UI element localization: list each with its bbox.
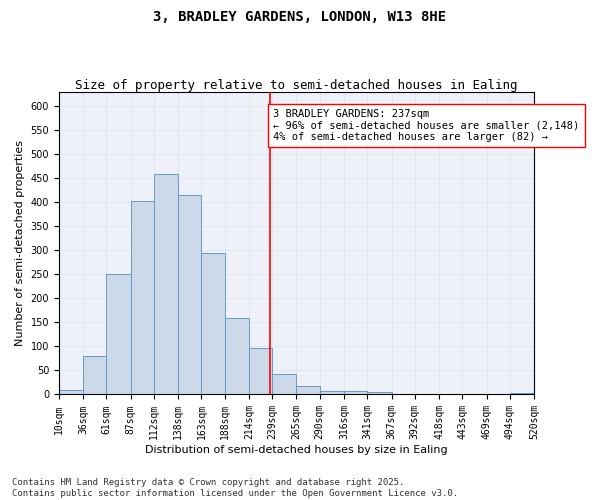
Text: 3, BRADLEY GARDENS, LONDON, W13 8HE: 3, BRADLEY GARDENS, LONDON, W13 8HE — [154, 10, 446, 24]
Bar — [154, 174, 178, 394]
Y-axis label: Number of semi-detached properties: Number of semi-detached properties — [15, 140, 25, 346]
Bar — [249, 348, 272, 395]
Bar — [83, 356, 106, 395]
Bar — [202, 253, 225, 394]
Bar — [178, 195, 202, 394]
Bar — [272, 374, 296, 394]
Bar — [296, 386, 320, 394]
Text: Contains HM Land Registry data © Crown copyright and database right 2025.
Contai: Contains HM Land Registry data © Crown c… — [12, 478, 458, 498]
X-axis label: Distribution of semi-detached houses by size in Ealing: Distribution of semi-detached houses by … — [145, 445, 448, 455]
Bar — [106, 274, 131, 394]
Bar — [344, 391, 367, 394]
Bar — [131, 201, 154, 394]
Bar — [320, 391, 344, 394]
Bar — [225, 318, 249, 394]
Text: 3 BRADLEY GARDENS: 237sqm
← 96% of semi-detached houses are smaller (2,148)
4% o: 3 BRADLEY GARDENS: 237sqm ← 96% of semi-… — [273, 109, 580, 142]
Bar — [510, 393, 534, 394]
Bar — [59, 390, 83, 394]
Title: Size of property relative to semi-detached houses in Ealing: Size of property relative to semi-detach… — [75, 79, 518, 92]
Bar — [367, 392, 392, 394]
